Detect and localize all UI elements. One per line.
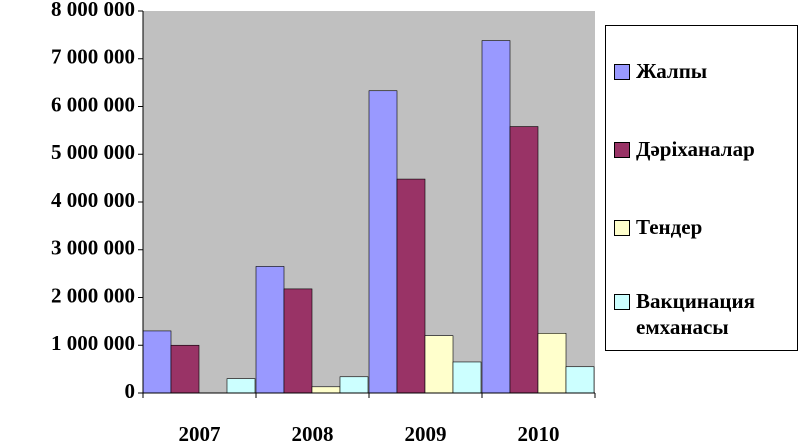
bar [452,361,482,394]
y-tick-label: 5 000 000 [51,140,135,164]
legend-item: Вакцинация емханасы [614,288,798,340]
y-tick-label: 3 000 000 [51,236,135,260]
bar [255,266,285,394]
bar [226,378,256,394]
bar [424,335,454,394]
y-tick-label: 2 000 000 [51,283,135,307]
bar [396,178,426,394]
y-tick-label: 1 000 000 [51,331,135,355]
legend-swatch [614,142,630,158]
bar [283,288,313,394]
x-tick-label: 2007 [179,422,221,444]
y-tick-label: 4 000 000 [51,188,135,212]
bar [142,330,172,394]
x-tick-label: 2008 [292,422,334,444]
bar [311,386,341,394]
legend-swatch [614,220,630,236]
y-tick-label: 8 000 000 [51,0,135,21]
legend-item: Дәріханалар [614,136,798,162]
bar [537,333,567,394]
bar [368,90,398,394]
legend-item: Жалпы [614,58,798,84]
legend-label: Дәріханалар [636,137,755,161]
y-tick-label: 6 000 000 [51,92,135,116]
legend-swatch [614,64,630,80]
legend: Жалпы Дәріханалар Тендер Вакцинация емханас… [605,25,798,351]
bar [170,344,200,394]
legend-label: Жалпы [636,59,708,83]
bar [339,376,369,394]
y-tick-label: 0 [125,379,136,403]
bar [565,366,595,394]
legend-label: Вакцинация емханасы [636,289,755,339]
bar [481,40,511,394]
x-tick-label: 2009 [405,422,447,444]
legend-label: Тендер [636,215,703,239]
legend-item: Тендер [614,214,798,240]
bar [509,126,539,394]
x-tick-label: 2010 [518,422,560,444]
y-tick-label: 7 000 000 [51,45,135,69]
legend-swatch [614,294,630,310]
